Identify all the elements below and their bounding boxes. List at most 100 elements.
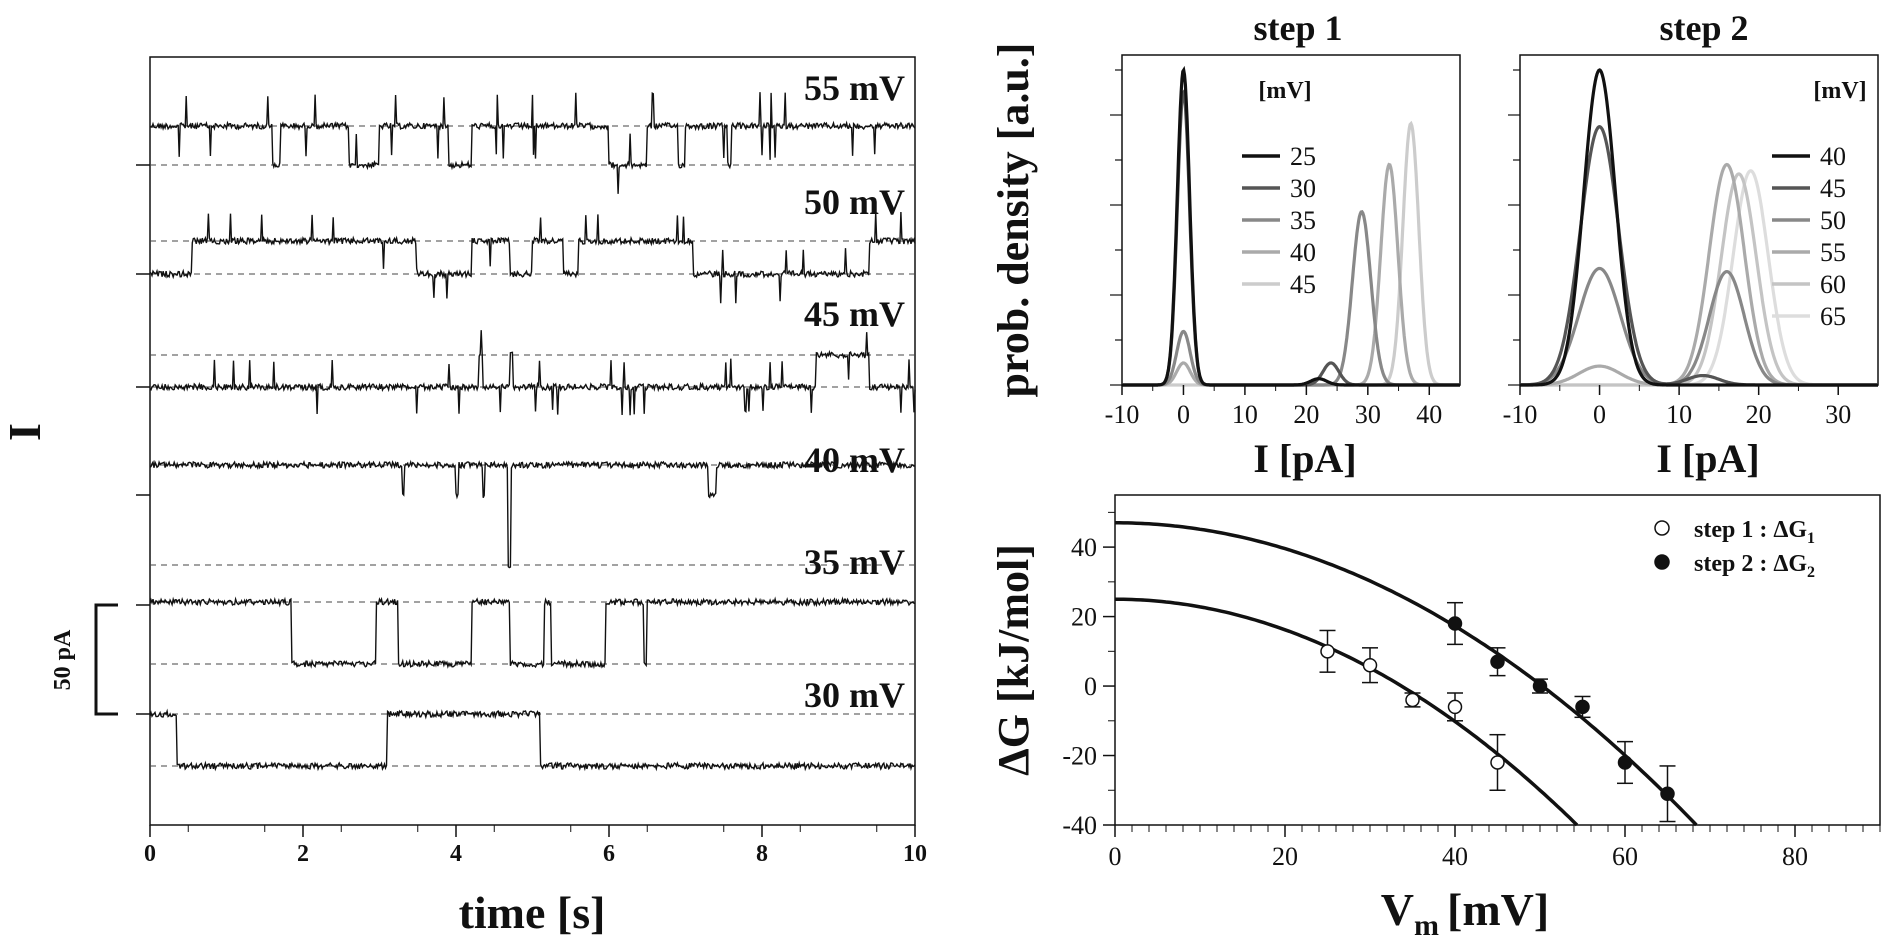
hist-x-tick-label: 40 <box>1416 400 1442 429</box>
traces-x-tick-label: 8 <box>756 841 768 867</box>
energy-y-tick-label: 0 <box>1084 672 1097 701</box>
trace-line <box>149 211 916 304</box>
trace-line <box>149 330 916 416</box>
energy-y-tick-label: -40 <box>1062 811 1097 840</box>
energy-legend-label: step 2 : ΔG2 <box>1694 551 1815 581</box>
data-point <box>1490 654 1505 669</box>
energy-legend-subscript: 1 <box>1807 530 1815 547</box>
hist-legend-label: 60 <box>1820 270 1846 299</box>
traces-x-axis: 0 2 4 6 8 10 <box>144 825 927 867</box>
hist-legend-label: 35 <box>1290 206 1316 235</box>
energy-x-tick-label: 40 <box>1442 842 1468 871</box>
trace-line <box>149 91 916 194</box>
hist-legend-title: [mV] <box>1258 78 1311 104</box>
current-traces-panel: 55 mV 50 mV 45 mV 40 mV 35 mV 30 mV 0 2 4 6 8 10 t… <box>0 56 927 938</box>
traces-y-ticks <box>136 164 150 715</box>
step2-axes: -10 0 10 20 30 <box>1503 69 1851 429</box>
traces-x-tick-label: 10 <box>903 841 927 867</box>
trace-voltage-label: 30 mV <box>804 675 905 715</box>
hist-x-tick-label: 30 <box>1825 400 1851 429</box>
traces-x-tick-label: 6 <box>603 841 615 867</box>
energy-y-tick-label: -20 <box>1062 742 1097 771</box>
step2-histogram-panel: -10 0 10 20 30 [mV] 40 45 50 55 60 65 step 2 I [pA… <box>1503 8 1879 481</box>
trace-voltage-label: 45 mV <box>804 294 905 334</box>
hist-legend-label: 25 <box>1290 142 1316 171</box>
energy-frame <box>1114 494 1881 826</box>
step1-axes: -10 0 10 20 30 40 <box>1105 69 1442 429</box>
traces-x-tick-label: 2 <box>297 841 309 867</box>
traces-x-tick-label: 4 <box>450 841 462 867</box>
step2-title: step 2 <box>1660 8 1749 48</box>
data-point <box>1447 699 1463 715</box>
data-point <box>1447 616 1463 631</box>
traces-group: 55 mV 50 mV 45 mV 40 mV 35 mV 30 mV <box>149 68 916 772</box>
hist-x-tick-label: 0 <box>1593 400 1606 429</box>
data-point <box>1320 644 1335 659</box>
traces-y-label: I <box>0 423 50 441</box>
traces-frame <box>149 56 916 826</box>
hist-legend-label: 40 <box>1820 142 1846 171</box>
scale-bar: 50 pA <box>50 603 118 716</box>
density-curve-40mV <box>1520 68 1878 387</box>
hist-legend-title: [mV] <box>1813 78 1866 104</box>
hist-legend-label: 65 <box>1820 302 1846 331</box>
energy-fit-curves <box>1115 521 1698 827</box>
energy-legend-name: step 2 : ΔG <box>1694 551 1807 577</box>
energy-x-tick-label: 80 <box>1782 842 1808 871</box>
scale-bar-label: 50 pA <box>50 629 76 690</box>
step1-curves <box>1122 65 1460 387</box>
traces-x-label: time [s] <box>459 887 606 938</box>
trace-line <box>149 708 916 772</box>
data-point <box>1575 699 1590 715</box>
hist-x-tick-label: -10 <box>1503 400 1538 429</box>
hist-legend-label: 55 <box>1820 238 1846 267</box>
data-point <box>1490 755 1505 770</box>
scale-bar-line <box>94 603 118 716</box>
data-point <box>1617 755 1633 770</box>
trace-line <box>149 596 916 670</box>
step2-curves <box>1519 68 1878 387</box>
hist-x-tick-label: 30 <box>1355 400 1381 429</box>
hist-legend-label: 30 <box>1290 174 1316 203</box>
hist-x-tick-label: 10 <box>1666 400 1692 429</box>
hist-x-tick-label: 0 <box>1177 400 1190 429</box>
energy-legend-marker <box>1654 520 1670 536</box>
energy-points <box>1319 601 1676 823</box>
fit-curve <box>1115 521 1698 827</box>
energy-y-tick-label: 20 <box>1071 603 1097 632</box>
step1-x-label: I [pA] <box>1253 436 1356 481</box>
hist-x-tick-label: 20 <box>1293 400 1319 429</box>
energy-x-label: Vm [mV] <box>1381 884 1549 938</box>
hist-legend-label: 45 <box>1290 270 1316 299</box>
energy-legend-marker <box>1654 554 1670 570</box>
energy-y-tick-label: 40 <box>1071 533 1097 562</box>
hist-x-tick-label: -10 <box>1105 400 1140 429</box>
step1-histogram-panel: -10 0 10 20 30 40 [mV] 25 30 35 40 45 step 1 I [pA… <box>1105 8 1461 481</box>
energy-x-tick-label: 0 <box>1109 842 1122 871</box>
step2-x-label: I [pA] <box>1656 436 1759 481</box>
energy-x-tick-label: 60 <box>1612 842 1638 871</box>
energy-legend-label: step 1 : ΔG1 <box>1694 517 1815 547</box>
step2-legend: [mV] 40 45 50 55 60 65 <box>1772 78 1867 331</box>
trace-line <box>149 459 916 569</box>
trace-voltage-label: 55 mV <box>804 68 905 108</box>
data-point <box>1405 692 1420 708</box>
hist-legend-label: 45 <box>1820 174 1846 203</box>
fit-curve <box>1115 597 1579 827</box>
density-curve-25mV <box>1122 65 1460 387</box>
energy-x-tick-label: 20 <box>1272 842 1298 871</box>
trace-voltage-label: 40 mV <box>804 440 905 480</box>
data-point <box>1532 678 1548 694</box>
step1-title: step 1 <box>1254 8 1343 48</box>
prob-density-y-label: prob. density [a.u.] <box>989 43 1038 398</box>
data-point <box>1660 786 1675 801</box>
energy-axes: 0 20 40 60 80 -40 -20 0 20 40 <box>1062 511 1881 871</box>
energy-legend-name: step 1 : ΔG <box>1694 517 1807 543</box>
traces-x-tick-label: 0 <box>144 841 156 867</box>
hist-x-tick-label: 20 <box>1746 400 1772 429</box>
energy-legend-subscript: 2 <box>1807 564 1815 581</box>
step1-legend: [mV] 25 30 35 40 45 <box>1242 78 1316 299</box>
